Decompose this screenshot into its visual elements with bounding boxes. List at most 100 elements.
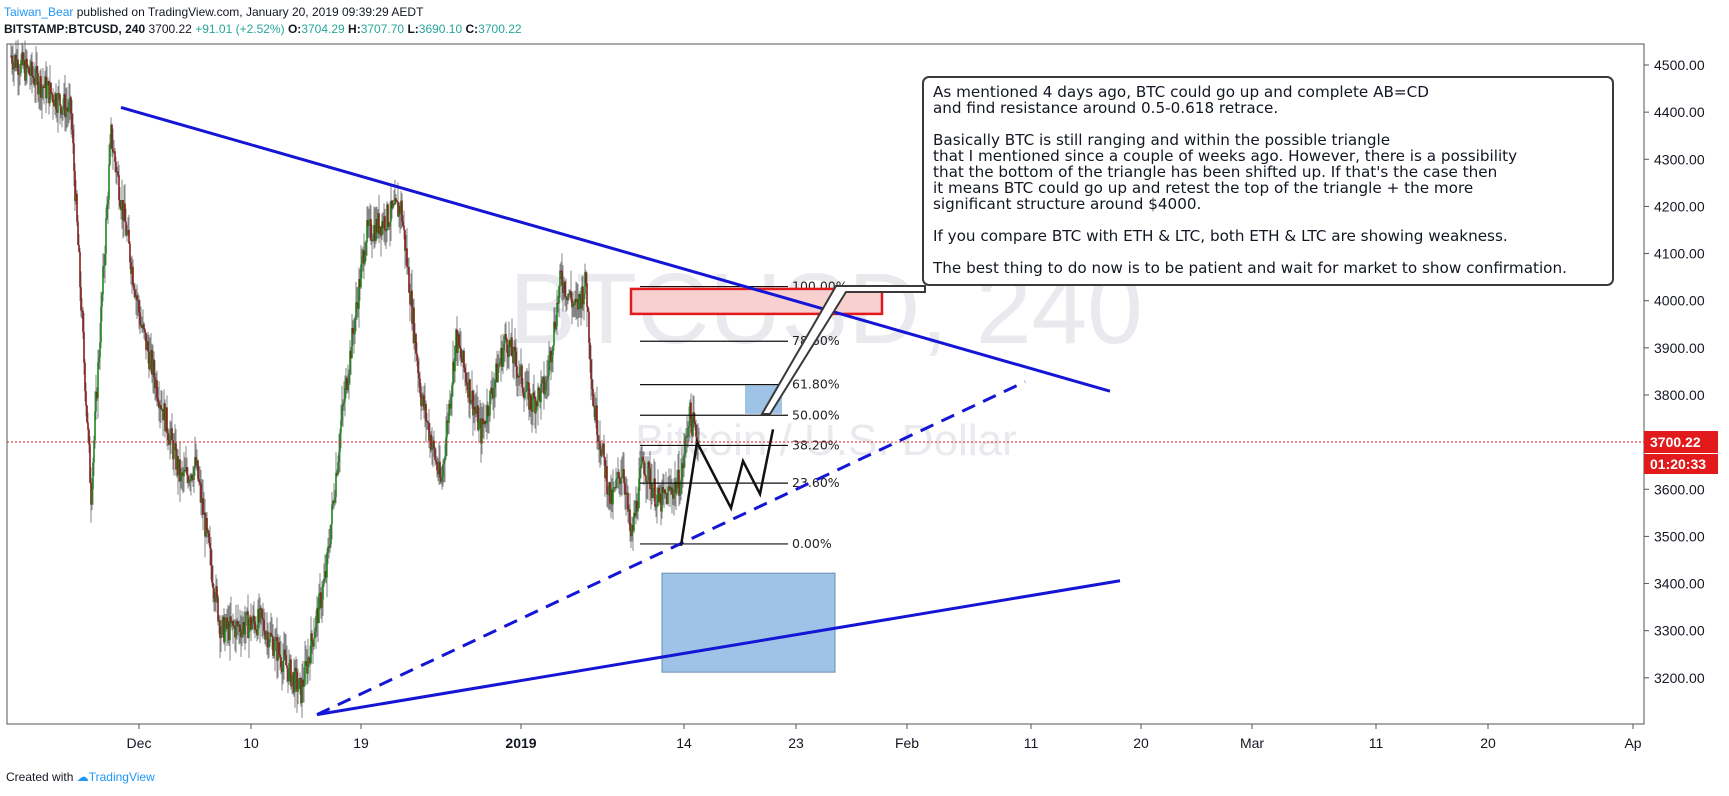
descending-trendline (120, 105, 1111, 393)
candle-body (578, 294, 580, 310)
candle-body (414, 333, 416, 344)
candle-body (432, 440, 434, 447)
candle-body (192, 478, 194, 480)
candle-body (325, 571, 327, 578)
tradingview-logo-icon: ☁ (76, 770, 89, 784)
author-link[interactable]: Taiwan_Bear (4, 5, 74, 19)
candle-body (76, 193, 78, 222)
candle-body (676, 483, 678, 494)
candle-body (451, 385, 453, 397)
candle-body (408, 266, 410, 293)
candle-body (178, 459, 180, 476)
candle-body (68, 102, 70, 112)
candle-body (442, 464, 444, 477)
open-value: 3704.29 (301, 22, 345, 36)
candle-body (113, 151, 115, 153)
candle-body (327, 546, 329, 553)
tradingview-link[interactable]: TradingView (88, 770, 155, 784)
time-tick-label-0: Dec (127, 735, 152, 751)
candle-body (335, 472, 337, 498)
candle-body (212, 582, 214, 589)
candle-body (679, 493, 681, 496)
candle-body (117, 171, 119, 176)
candle-body (391, 200, 393, 209)
candle-body (476, 405, 478, 414)
candle-body (379, 226, 381, 235)
candle-body (607, 494, 609, 496)
candle-body (588, 311, 590, 343)
candle-body (317, 607, 319, 624)
price-axis: 4500.00 4400.00 4300.00 4200.00 4100.00 4000.… (1644, 57, 1705, 686)
candle-body (526, 381, 528, 391)
candle-body (206, 518, 208, 531)
candle-body (344, 387, 346, 402)
candle-body (542, 377, 544, 380)
last-price: 3700.22 (148, 22, 192, 36)
candle-body (514, 346, 516, 352)
candle-body (147, 341, 149, 352)
candle-body (531, 409, 533, 412)
candle-body (107, 199, 109, 205)
candle-body (480, 418, 482, 444)
candle-body (586, 283, 588, 307)
candle-body (98, 357, 100, 363)
candle-body (624, 483, 626, 495)
candle-body (431, 446, 433, 450)
candle-body (69, 97, 71, 103)
candle-body (169, 435, 171, 445)
candle-body (555, 326, 557, 329)
candle-body (659, 493, 661, 503)
candle-body (638, 478, 640, 508)
candle-body (387, 204, 389, 226)
candle-body (34, 84, 36, 86)
price-tick-label-1: 4400.00 (1654, 104, 1705, 120)
note-paragraph-4: The best thing to do now is to be patien… (933, 259, 1567, 277)
candle-body (400, 200, 402, 214)
candle-body (498, 364, 500, 368)
note-paragraph-3: If you compare BTC with ETH & LTC, both … (933, 227, 1508, 245)
note-paragraph-2: Basically BTC is still ranging and withi… (933, 131, 1518, 213)
candle-body (36, 65, 38, 74)
candle-body (368, 220, 370, 227)
candle-body (371, 239, 373, 241)
candle-body (631, 525, 633, 537)
candle-body (58, 93, 60, 95)
candle-body (308, 657, 310, 659)
candle-body (375, 219, 377, 241)
candle-body (268, 642, 270, 648)
candle-body (540, 383, 542, 403)
candle-body (10, 55, 12, 57)
candle-body (246, 611, 248, 613)
candle-body (351, 328, 353, 359)
candle-body (71, 113, 73, 130)
candle-body (165, 407, 167, 432)
candle-body (637, 507, 639, 512)
high-label: H: (348, 22, 361, 36)
candle-body (458, 333, 460, 346)
candle-body (412, 307, 414, 324)
candle-body (382, 221, 384, 229)
candle-body (646, 481, 648, 483)
time-tick-label-6: Feb (895, 735, 919, 751)
time-tick-label-12: Ap (1624, 735, 1641, 751)
candle-body (516, 366, 518, 379)
candle-body (494, 380, 496, 389)
time-axis: Dec 10 19 2019 14 23 Feb 11 20 Mar 11 20 Ap (127, 724, 1642, 751)
candle-body (684, 438, 686, 455)
candle-body (194, 457, 196, 468)
candle-body (51, 93, 53, 95)
candle-body (155, 380, 157, 389)
candle-body (534, 397, 536, 414)
candle-body (243, 622, 245, 635)
candle-body (470, 401, 472, 404)
candle-body (64, 94, 66, 118)
candle-body (398, 205, 400, 217)
candle-body (282, 660, 284, 672)
candle-body (569, 290, 571, 295)
candle-body (499, 362, 501, 365)
candle-body (553, 321, 555, 346)
candle-body (683, 454, 685, 469)
candle-body (338, 452, 340, 463)
candle-body (252, 615, 254, 624)
candle-body (599, 440, 601, 450)
